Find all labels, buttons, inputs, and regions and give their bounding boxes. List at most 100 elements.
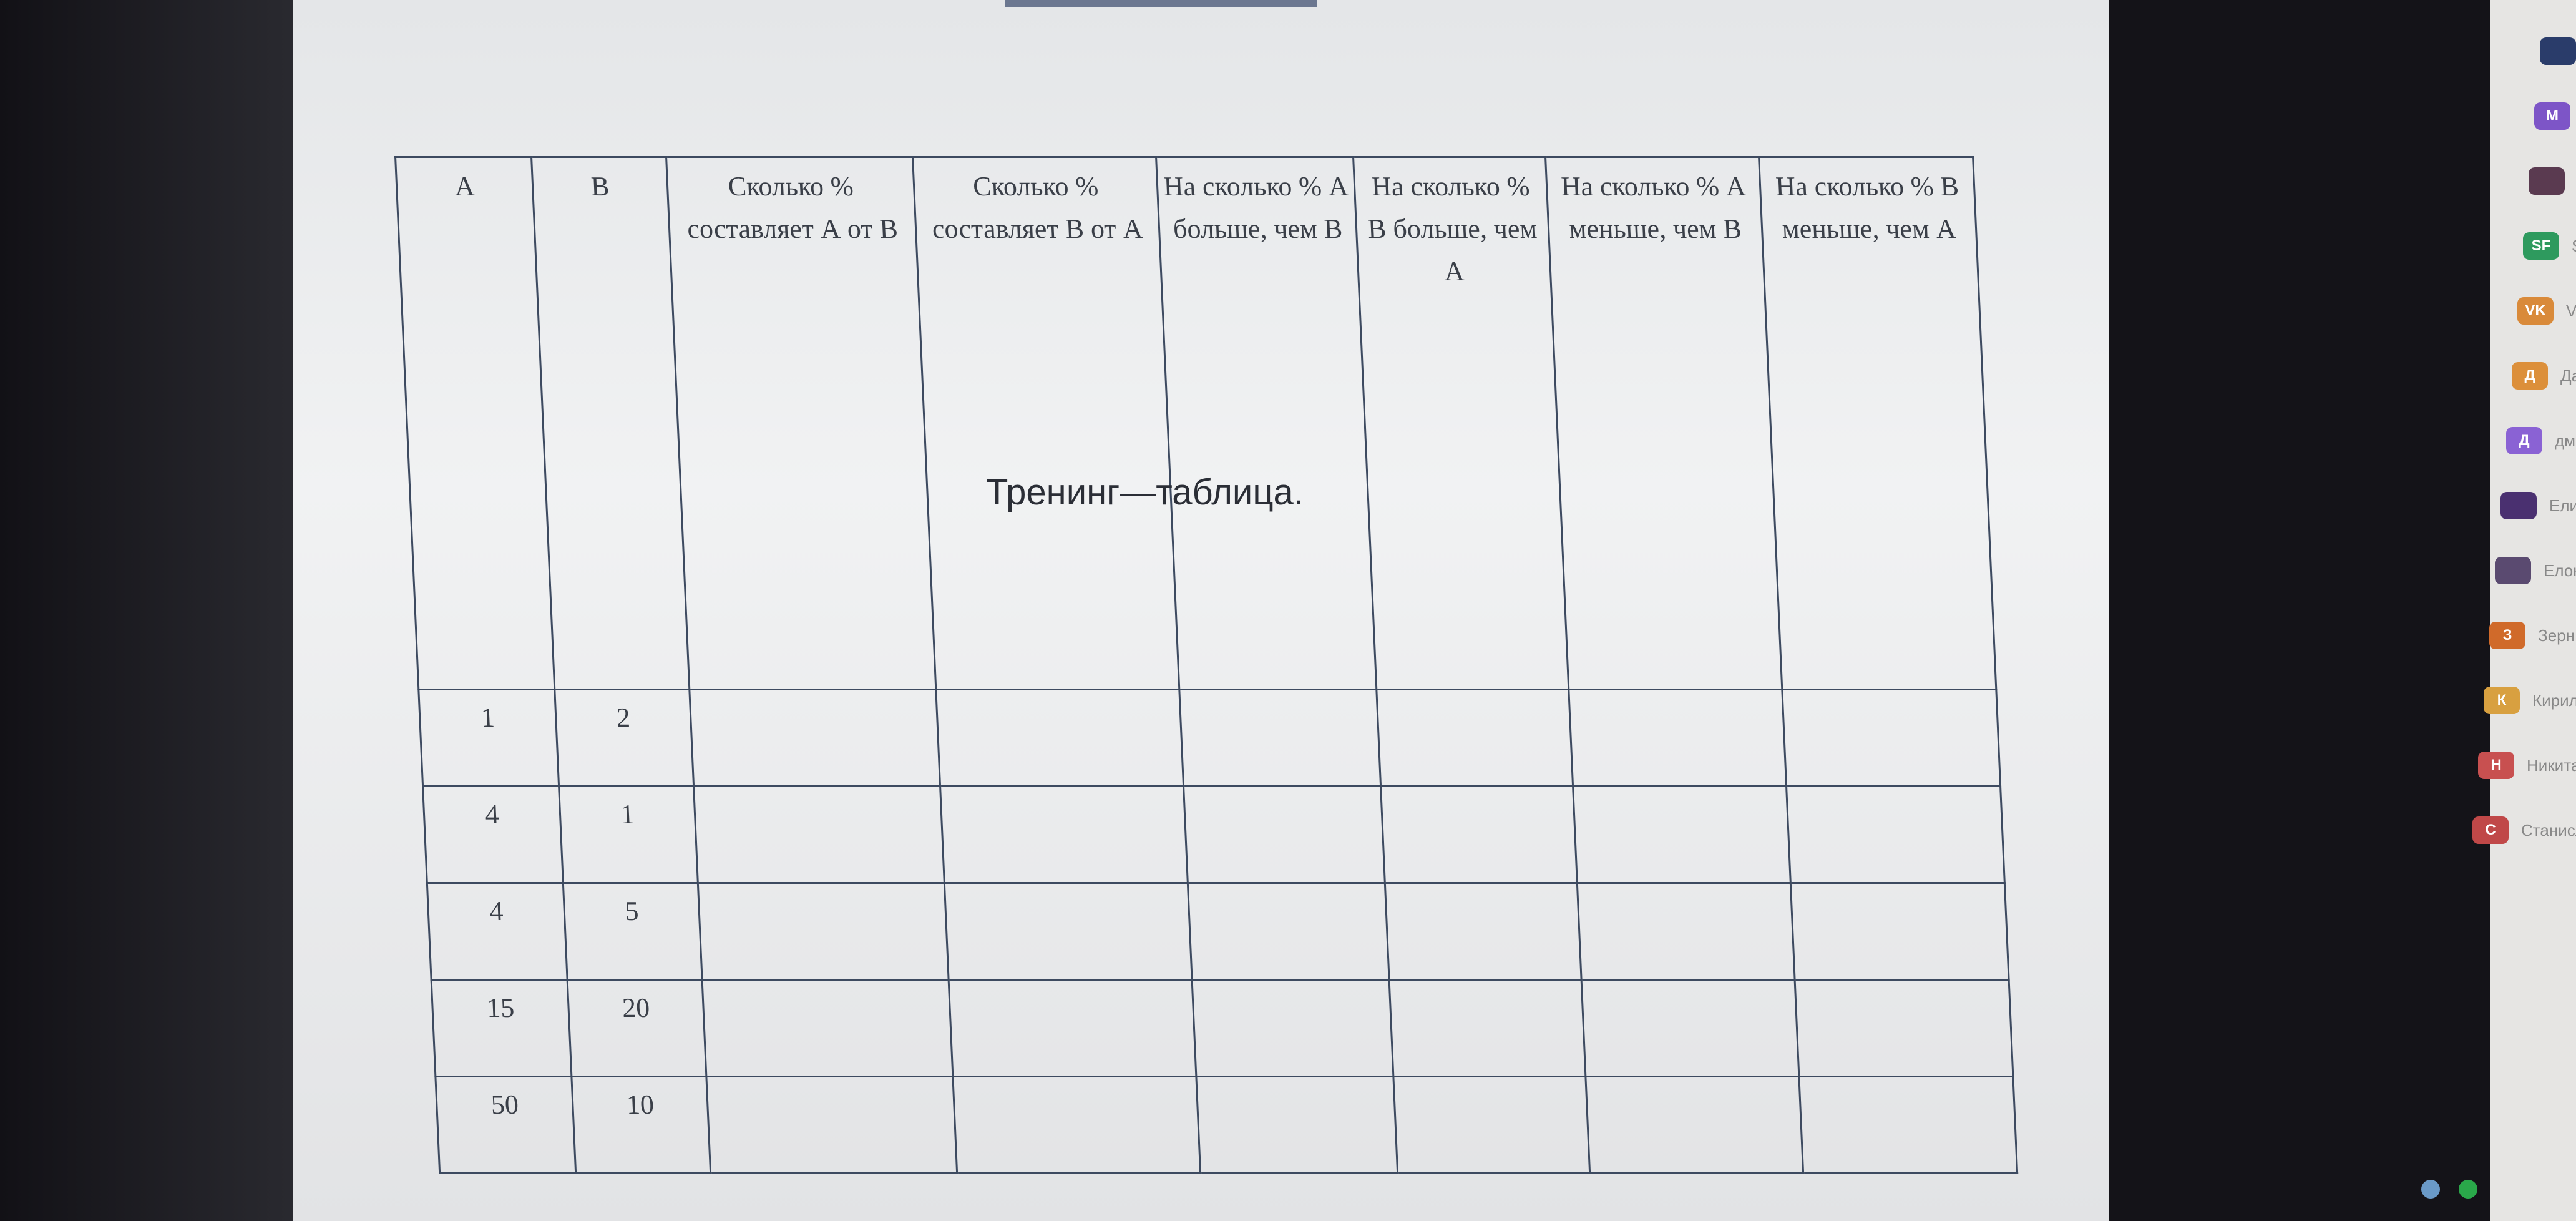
participant-item[interactable]: К Кирил — [2484, 687, 2576, 714]
avatar — [2540, 37, 2576, 65]
status-icon[interactable] — [2421, 1180, 2440, 1199]
column-header: На сколько % В меньше, чем А — [1759, 157, 1996, 690]
value-cell: 50 — [435, 1076, 576, 1174]
answer-cell — [1782, 689, 2001, 787]
answer-cell — [952, 1076, 1201, 1174]
answer-cell — [1581, 979, 1799, 1077]
column-header: На сколько % В больше, чем А — [1353, 157, 1569, 690]
answer-cell — [1795, 979, 2013, 1077]
participant-name: Никита — [2527, 755, 2576, 775]
participant-item[interactable]: З Зерн — [2489, 622, 2575, 649]
avatar: Д — [2512, 362, 2548, 390]
column-header: Сколько % составляет В от А — [912, 157, 1179, 690]
column-header: На сколько % А меньше, чем В — [1545, 157, 1782, 690]
answer-cell — [1585, 1076, 1803, 1174]
avatar: M — [2534, 102, 2570, 130]
answer-cell — [944, 883, 1193, 980]
answer-cell — [1568, 689, 1787, 787]
participant-item[interactable]: Елок — [2495, 557, 2576, 584]
column-header: A — [395, 157, 555, 690]
table-row: 50 10 — [435, 1076, 2017, 1174]
answer-cell — [1573, 786, 1791, 883]
answer-cell — [1798, 1076, 2017, 1174]
check-icon[interactable] — [2459, 1180, 2477, 1199]
answer-cell — [689, 689, 940, 787]
participant-item[interactable]: M — [2534, 102, 2576, 130]
value-cell: 2 — [554, 689, 694, 787]
column-header: На сколько % А больше, чем В — [1156, 157, 1377, 690]
answer-cell — [1179, 689, 1381, 787]
avatar: Н — [2478, 752, 2514, 779]
participant-item[interactable] — [2529, 167, 2576, 195]
participant-name: V — [2566, 301, 2576, 320]
participant-name: Кирил — [2532, 690, 2576, 710]
answer-cell — [935, 689, 1184, 787]
value-cell: 1 — [559, 786, 698, 883]
value-cell: 15 — [431, 979, 572, 1077]
column-header: Сколько % составляет А от В — [666, 157, 936, 690]
participant-item[interactable]: VK V — [2517, 297, 2576, 325]
answer-cell — [940, 786, 1188, 883]
answer-cell — [1786, 786, 2005, 883]
participant-item[interactable]: SF S — [2523, 232, 2576, 260]
overlay-title: Тренинг—таблица. — [986, 472, 1304, 512]
answer-cell — [698, 883, 949, 980]
answer-cell — [1385, 883, 1582, 980]
answer-cell — [1376, 689, 1573, 787]
value-cell: 5 — [563, 883, 703, 980]
header-row: A B Сколько % составляет А от В Сколько % с… — [395, 157, 1996, 690]
answer-cell — [949, 979, 1196, 1077]
background-right — [2109, 0, 2496, 1221]
avatar — [2529, 167, 2565, 195]
answer-cell — [1196, 1076, 1398, 1174]
avatar: Д — [2506, 427, 2542, 454]
participant-name: Зерн — [2538, 625, 2575, 645]
top-bar — [1005, 0, 1317, 7]
participant-item[interactable] — [2540, 37, 2576, 65]
value-cell: 4 — [422, 786, 564, 883]
answer-cell — [1393, 1076, 1590, 1174]
shared-screen — [293, 0, 2109, 1221]
participant-item[interactable]: С Станисл — [2472, 816, 2576, 844]
participant-name: дм — [2555, 431, 2576, 450]
answer-cell — [1380, 786, 1578, 883]
participant-item[interactable]: Ели — [2500, 492, 2576, 519]
participants-panel — [2490, 0, 2576, 1221]
answer-cell — [1389, 979, 1586, 1077]
value-cell: 10 — [571, 1076, 711, 1174]
participant-name: Да — [2560, 366, 2576, 385]
answer-cell — [1790, 883, 2009, 980]
value-cell: 1 — [418, 689, 559, 787]
avatar: SF — [2523, 232, 2559, 260]
avatar — [2500, 492, 2537, 519]
avatar: VK — [2517, 297, 2554, 325]
answer-cell — [1188, 883, 1390, 980]
participant-name: S — [2572, 237, 2576, 256]
column-header: B — [531, 157, 690, 690]
participant-item[interactable]: Д Да — [2512, 362, 2576, 390]
participant-name: Станисл — [2521, 820, 2576, 840]
table-row: 15 20 — [431, 979, 2013, 1077]
avatar: З — [2489, 622, 2525, 649]
answer-cell — [702, 979, 953, 1077]
training-table: A B Сколько % составляет А от В Сколько % с… — [394, 156, 2018, 1174]
participant-item[interactable]: Н Никита — [2478, 752, 2576, 779]
avatar — [2495, 557, 2531, 584]
participant-name: Ели — [2549, 496, 2576, 515]
avatar: К — [2484, 687, 2520, 714]
value-cell: 4 — [427, 883, 568, 980]
avatar: С — [2472, 816, 2509, 844]
background-left — [0, 0, 300, 1221]
answer-cell — [1577, 883, 1795, 980]
status-icons — [2421, 1180, 2477, 1199]
answer-cell — [706, 1076, 957, 1174]
value-cell: 20 — [567, 979, 706, 1077]
answer-cell — [693, 786, 945, 883]
answer-cell — [1192, 979, 1393, 1077]
participant-name: Елок — [2544, 561, 2576, 580]
answer-cell — [1183, 786, 1385, 883]
